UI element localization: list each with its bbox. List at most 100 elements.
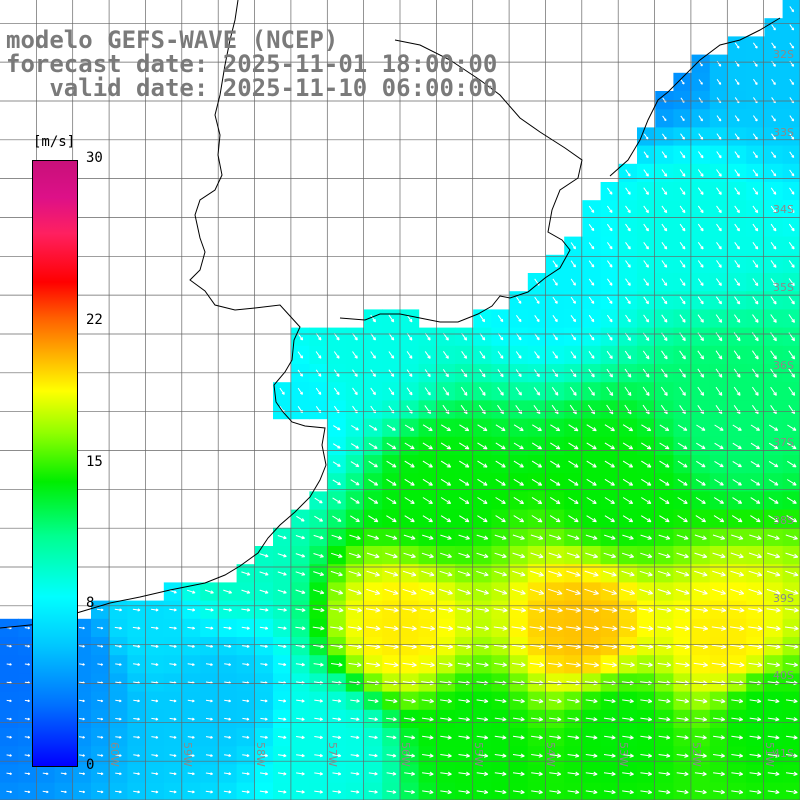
wind-arrow	[422, 478, 433, 486]
wind-arrow	[386, 460, 397, 468]
wind-arrow	[675, 625, 690, 631]
wind-arrow	[657, 607, 672, 613]
wind-arrow	[151, 626, 159, 630]
wind-arrow	[115, 735, 122, 739]
wind-arrow	[643, 314, 650, 323]
wind-arrow	[366, 552, 380, 559]
wind-arrow	[440, 789, 452, 795]
wind-arrow	[732, 460, 742, 468]
wind-arrow	[313, 571, 325, 576]
wind-arrow	[296, 735, 305, 740]
wind-arrow	[97, 790, 104, 794]
wind-arrow	[224, 663, 232, 666]
wind-arrow	[332, 443, 341, 449]
wind-arrow	[440, 753, 452, 758]
wind-arrow	[603, 753, 616, 758]
wind-arrow	[459, 478, 470, 486]
wind-arrow	[241, 571, 251, 576]
wind-arrow	[788, 386, 796, 396]
wind-arrow	[151, 772, 159, 776]
wind-arrow	[475, 607, 490, 613]
wind-arrow	[734, 187, 740, 195]
wind-arrow	[205, 663, 213, 666]
wind-arrow	[606, 404, 614, 415]
wind-arrow	[768, 479, 779, 486]
wind-arrow	[622, 424, 634, 432]
latitude-label: 34S	[773, 203, 794, 216]
wind-arrow	[224, 753, 232, 757]
latitude-label: 32S	[773, 48, 794, 61]
wind-arrow	[549, 515, 561, 523]
wind-arrow	[259, 571, 269, 576]
wind-arrow	[386, 497, 397, 504]
wind-arrow	[6, 790, 13, 794]
wind-arrow	[679, 296, 686, 305]
wind-arrow	[440, 460, 452, 468]
wind-arrow	[752, 42, 758, 49]
wind-arrow	[732, 442, 742, 450]
wind-arrow	[241, 608, 251, 612]
wind-arrow	[350, 497, 360, 504]
wind-arrow	[565, 607, 581, 613]
wind-arrow	[640, 534, 652, 540]
wind-arrow	[713, 771, 725, 777]
wind-arrow	[625, 314, 631, 323]
wind-arrow	[731, 735, 744, 740]
wind-arrow	[639, 588, 654, 595]
wind-arrow	[422, 497, 433, 504]
wind-arrow	[277, 772, 287, 776]
wind-arrow	[296, 772, 305, 776]
wind-arrow	[679, 350, 686, 360]
wind-arrow	[694, 716, 708, 722]
wind-arrow	[479, 333, 486, 341]
wind-arrow	[385, 552, 398, 559]
wind-arrow	[479, 351, 486, 359]
wind-arrow	[421, 717, 434, 722]
wind-arrow	[676, 552, 689, 559]
wind-arrow	[639, 662, 653, 668]
wind-arrow	[97, 644, 104, 648]
wind-arrow	[697, 278, 704, 287]
wind-arrow	[694, 753, 707, 758]
wind-arrow	[494, 552, 507, 559]
wind-arrow	[585, 735, 598, 740]
wind-arrow	[187, 735, 195, 739]
wind-arrow	[278, 717, 287, 721]
wind-arrow	[459, 460, 470, 468]
wind-arrow	[679, 169, 686, 177]
wind-arrow	[78, 772, 86, 775]
wind-arrow	[750, 479, 761, 486]
wind-arrow	[460, 386, 468, 396]
wind-arrow	[641, 478, 652, 486]
wind-arrow	[752, 223, 759, 232]
wind-arrow	[440, 497, 452, 504]
wind-arrow	[676, 789, 689, 795]
wind-arrow	[624, 386, 632, 397]
wind-arrow	[296, 790, 305, 794]
wind-arrow	[643, 133, 649, 140]
wind-arrow	[24, 772, 31, 775]
wind-arrow	[312, 607, 325, 613]
wind-arrow	[696, 442, 706, 450]
wind-arrow	[366, 662, 381, 668]
wind-arrow	[205, 790, 214, 794]
wind-arrow	[6, 663, 12, 666]
wind-arrow	[748, 570, 763, 577]
wind-arrow	[568, 478, 579, 486]
wind-arrow	[370, 351, 376, 359]
wind-arrow	[661, 133, 667, 140]
wind-arrow	[659, 424, 670, 431]
wind-arrow	[530, 716, 544, 722]
latitude-label: 35S	[773, 281, 794, 294]
wind-arrow	[6, 754, 12, 757]
wind-arrow	[549, 735, 562, 740]
wind-arrow	[748, 625, 763, 631]
wind-arrow	[97, 626, 104, 630]
wind-arrow	[97, 735, 104, 739]
wind-arrow	[767, 662, 781, 668]
wind-arrow	[205, 608, 214, 612]
wind-arrow	[493, 607, 508, 613]
wind-arrow	[403, 698, 416, 704]
wind-arrow	[115, 790, 122, 794]
wind-arrow	[529, 662, 545, 668]
